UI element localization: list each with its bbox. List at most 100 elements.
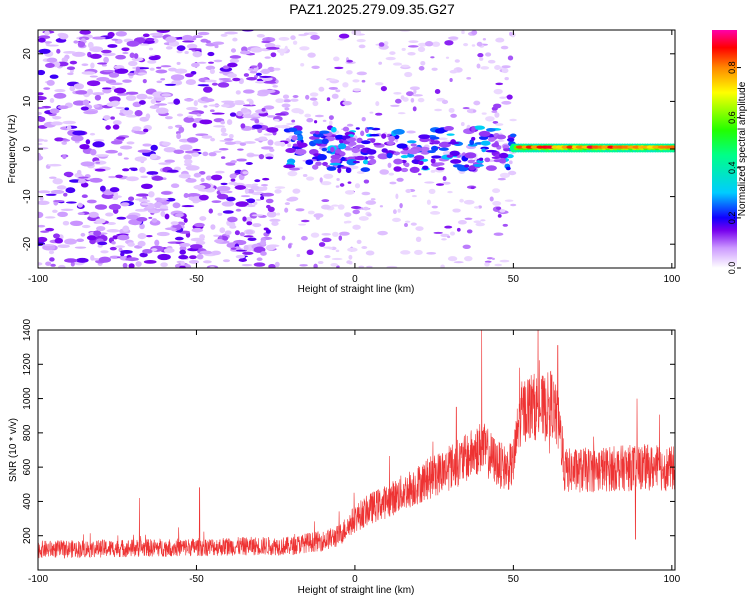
spectrogram-noise-cell — [40, 230, 50, 233]
spectrogram-noise-cell — [397, 112, 406, 115]
spectrogram-noise-cell — [380, 86, 387, 92]
spectrogram-noise-cell — [233, 101, 246, 106]
spectrogram-noise-cell — [38, 153, 42, 160]
spectrogram-noise-cell — [476, 63, 481, 69]
spectrogram-band-cell — [407, 148, 419, 155]
spectrogram-noise-cell — [430, 169, 436, 173]
spectrogram-noise-cell — [186, 137, 199, 143]
spectrogram-noise-cell — [500, 45, 509, 50]
spectrogram-noise-cell — [165, 197, 176, 202]
spectrogram-noise-cell — [242, 104, 256, 107]
spectrogram-band-cell — [355, 127, 360, 130]
spectrogram-noise-cell — [105, 212, 114, 217]
spectrogram-noise-cell — [306, 249, 314, 256]
spectrogram-noise-cell — [235, 254, 246, 259]
spectrogram-noise-cell — [155, 69, 168, 74]
spectrogram-noise-cell — [508, 160, 513, 165]
spectrogram-noise-cell — [400, 250, 411, 255]
spectrogram-noise-cell — [146, 171, 159, 175]
spectrogram-noise-cell — [392, 62, 403, 66]
spectrogram-noise-cell — [117, 234, 130, 241]
spectrogram-noise-cell — [367, 213, 372, 217]
spectrogram-noise-cell — [44, 41, 52, 44]
spectrogram-noise-cell — [230, 247, 237, 250]
spectrogram-noise-cell — [261, 40, 271, 44]
spectrogram-noise-cell — [76, 238, 85, 243]
spectrogram-noise-cell — [261, 146, 274, 150]
spectrogram-noise-cell — [69, 220, 84, 226]
spectrogram-y-label: Frequency (Hz) — [7, 115, 18, 184]
spectrogram-noise-cell — [339, 231, 350, 236]
spectrogram-noise-cell — [220, 127, 227, 134]
spectrogram-noise-cell — [131, 57, 144, 62]
spectrogram-noise-cell — [139, 43, 150, 46]
spectrogram-noise-cell — [186, 115, 194, 118]
spectrogram-noise-cell — [46, 44, 59, 47]
spectrogram-noise-cell — [161, 93, 172, 97]
spectrogram-noise-cell — [57, 105, 69, 110]
spectrogram-noise-cell — [429, 211, 441, 215]
spectrogram-noise-cell — [477, 52, 484, 58]
spectrogram-noise-cell — [414, 249, 423, 255]
spectrogram-noise-cell — [284, 202, 291, 206]
spectrogram-noise-cell — [73, 40, 79, 44]
spectrogram-noise-cell — [501, 65, 511, 69]
spectrogram-noise-cell — [243, 245, 249, 251]
spectrogram-noise-cell — [392, 209, 397, 215]
snr-y-tick-label: 400 — [22, 493, 33, 510]
spectrogram-noise-cell — [311, 65, 320, 69]
spectrogram-noise-cell — [456, 227, 461, 232]
spectrogram-noise-cell — [347, 181, 352, 184]
spectrogram-noise-cell — [81, 224, 91, 229]
spectrogram-noise-cell — [352, 88, 362, 92]
spectrogram-noise-cell — [180, 260, 185, 266]
snr-x-label: Height of straight line (km) — [298, 585, 415, 596]
spectrogram-noise-cell — [220, 182, 228, 186]
spectrogram-noise-cell — [265, 198, 274, 204]
spectrogram-noise-cell — [214, 239, 225, 243]
spectrogram-noise-cell — [108, 175, 117, 179]
spectrogram-noise-cell — [338, 235, 343, 241]
spectrogram-noise-cell — [194, 222, 205, 228]
spectrogram-noise-cell — [493, 232, 504, 236]
spectrogram-noise-cell — [136, 93, 148, 100]
spectrogram-noise-cell — [240, 123, 246, 129]
spectrogram-noise-cell — [441, 99, 449, 105]
snr-y-tick-label: 800 — [22, 424, 33, 441]
spectrogram-noise-cell — [89, 53, 102, 59]
spectrogram-noise-cell — [133, 53, 139, 59]
spectrogram-noise-cell — [434, 108, 443, 112]
spectrogram-noise-cell — [213, 150, 222, 153]
spectrogram-noise-cell — [49, 108, 60, 114]
spectrogram-noise-cell — [184, 50, 189, 55]
spectrogram-noise-cell — [135, 261, 142, 267]
spectrogram-band-cell — [400, 155, 409, 159]
spectrogram-noise-cell — [226, 196, 236, 202]
spectrogram-noise-cell — [93, 139, 105, 142]
spectrogram-noise-cell — [77, 202, 83, 208]
spectrogram-noise-cell — [265, 245, 276, 251]
spectrogram-band-cell — [355, 144, 365, 149]
spectrogram-noise-cell — [142, 143, 152, 147]
spectrogram-noise-cell — [176, 133, 181, 140]
spectrogram-noise-cell — [188, 259, 200, 264]
spectrogram-noise-cell — [207, 61, 215, 64]
spectrogram-noise-cell — [310, 34, 320, 40]
spectrogram-noise-cell — [230, 160, 237, 164]
spectrogram-noise-cell — [479, 57, 484, 61]
spectrogram-band-cell — [381, 133, 387, 139]
spectrogram-noise-cell — [50, 263, 56, 267]
spectrogram-noise-cell — [189, 255, 197, 260]
spectrogram-noise-cell — [342, 82, 349, 88]
spectrogram-noise-cell — [466, 229, 473, 234]
spectrogram-noise-cell — [149, 153, 158, 160]
spectrogram-noise-cell — [442, 181, 451, 185]
spectrogram-noise-cell — [344, 212, 352, 217]
spectrogram-band-cell — [410, 143, 417, 147]
snr-y-label: SNR (10 * v/v) — [8, 418, 19, 482]
spectrogram-noise-cell — [65, 201, 77, 204]
spectrogram-noise-cell — [336, 178, 340, 181]
spectrogram-noise-cell — [499, 96, 507, 99]
spectrogram-noise-cell — [73, 83, 82, 88]
spectrogram-noise-cell — [43, 87, 51, 90]
